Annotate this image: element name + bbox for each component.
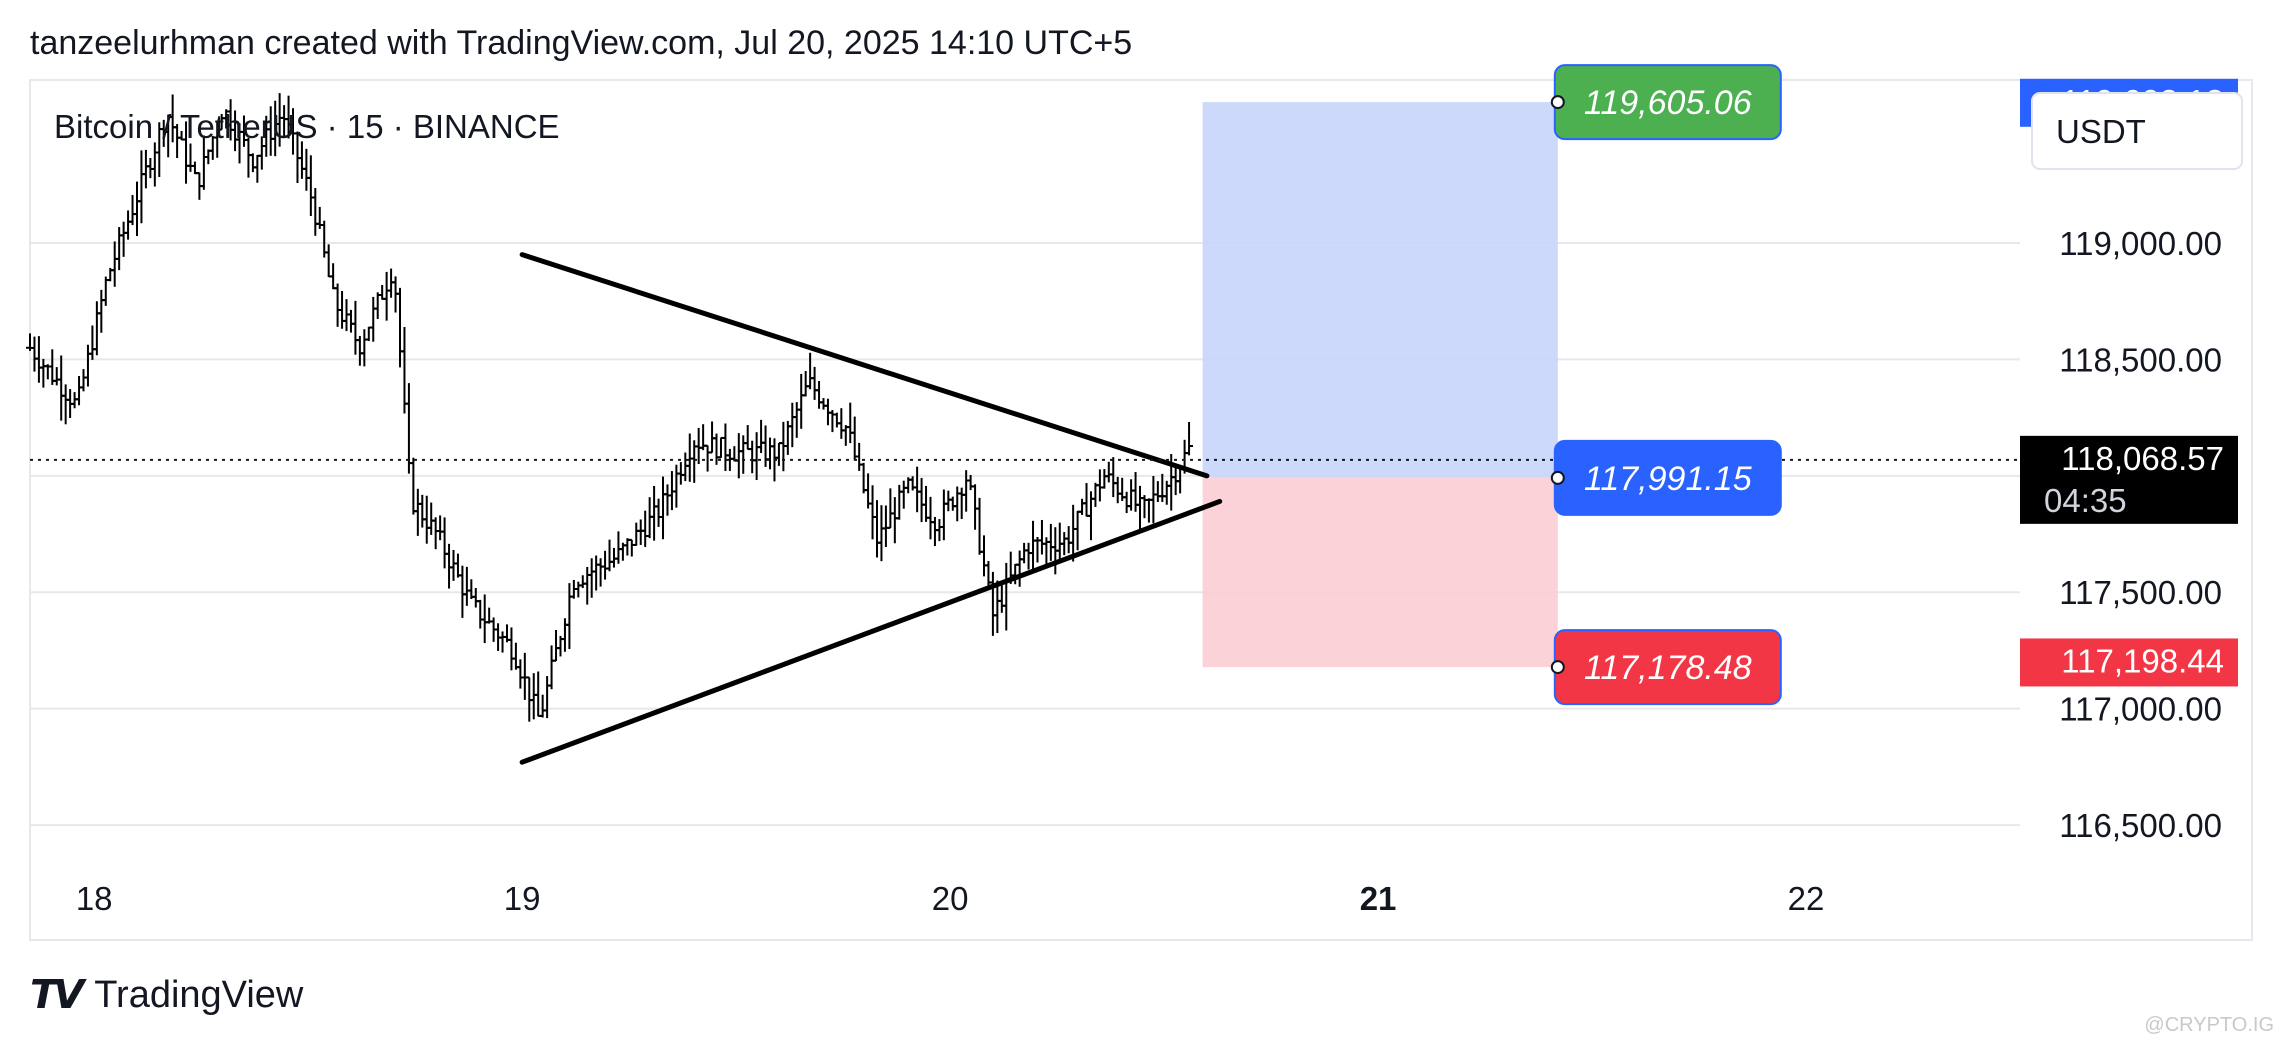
x-tick-label: 18 (76, 880, 113, 917)
stop-price-tag (2020, 638, 2238, 687)
y-tick-label: 119,000.00 (2059, 225, 2222, 262)
y-tick-label: 116,500.00 (2059, 807, 2222, 844)
y-tick-label: 117,000.00 (2059, 691, 2222, 728)
position-labels[interactable]: 119,605.06 117,991.15 117,178.48 (1550, 64, 1782, 706)
loss-zone (1202, 477, 1558, 668)
x-tick-label: 22 (1788, 880, 1825, 917)
stop-handle (1550, 660, 1565, 675)
trendline-ascending (519, 498, 1223, 765)
time-axis-labels: 18 19 20 21 22 (76, 880, 1825, 917)
currency-box[interactable]: USDT (2031, 92, 2243, 170)
tradingview-brand: TradingView (94, 973, 304, 1016)
entry-label: 117,991.15 (1584, 460, 1752, 498)
current-price-tag-value: 118,068.57 (2061, 440, 2224, 477)
target-handle (1550, 95, 1565, 110)
current-price-tag (2020, 435, 2238, 524)
trendline-descending (519, 252, 1210, 479)
position-zones[interactable] (1202, 102, 1558, 668)
currency-label: USDT (2056, 113, 2146, 150)
chart-credit: tanzeelurhman created with TradingView.c… (30, 24, 1133, 62)
x-tick-label: 21 (1360, 880, 1397, 917)
candles (26, 93, 1194, 722)
target-label: 119,605.06 (1584, 84, 1752, 122)
trendlines[interactable] (519, 252, 1223, 765)
symbol-title: Bitcoin / TetherUS · 15 · BINANCE (54, 108, 560, 145)
y-tick-label: 118,500.00 (2059, 341, 2222, 378)
current-price-countdown: 04:35 (2044, 482, 2127, 519)
watermark: @CRYPTO.IG (2144, 1014, 2274, 1036)
stop-price-tag-value: 117,198.44 (2061, 642, 2224, 679)
tradingview-logo-icon: 𝙏𝙑 (30, 972, 84, 1018)
y-tick-label: 117,500.00 (2059, 574, 2222, 611)
entry-handle (1550, 470, 1565, 485)
profit-zone (1202, 102, 1558, 478)
tradingview-logo[interactable]: 𝙏𝙑 TradingView (30, 972, 303, 1018)
price-axis-tags: 119,602.18117,999.33118,068.5704:35117,1… (2020, 78, 2238, 687)
x-tick-label: 19 (504, 880, 541, 917)
stop-label: 117,178.48 (1584, 649, 1752, 687)
x-tick-label: 20 (932, 880, 969, 917)
